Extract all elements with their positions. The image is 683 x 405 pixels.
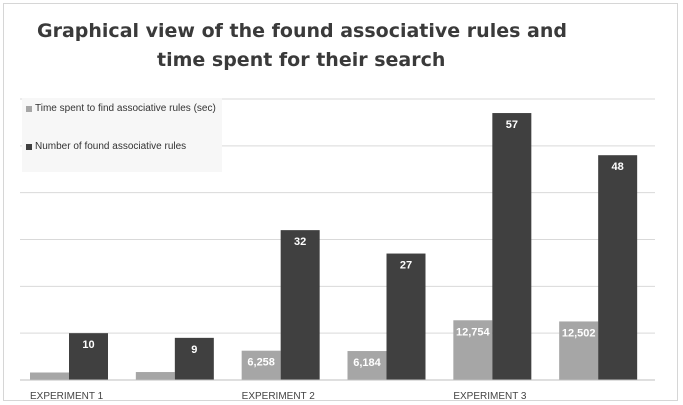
- chart-title-line-2: time spent for their search: [157, 49, 446, 71]
- data-label: 27: [400, 260, 412, 272]
- legend-label-rules: Number of found associative rules: [35, 141, 187, 152]
- bar-time: [453, 320, 493, 380]
- bar-time: [241, 350, 281, 380]
- bar-rules: [280, 230, 320, 380]
- data-label: 12,754: [456, 326, 491, 338]
- legend-label-time: Time spent to find associative rules (se…: [35, 103, 216, 114]
- legend-swatch-rules: [26, 144, 32, 150]
- data-label: 12,502: [562, 327, 596, 339]
- bar-time: [559, 321, 599, 380]
- x-tick-label: EXPERIMENT 1: [30, 391, 104, 402]
- bar-rules: [598, 155, 638, 380]
- chart-title-line-1: Graphical view of the found associative …: [37, 20, 567, 42]
- x-tick-label: EXPERIMENT 3: [453, 391, 527, 402]
- bar-time: [30, 372, 69, 380]
- bar-rules: [174, 337, 214, 380]
- bar-rules: [386, 253, 426, 380]
- bar-time: [135, 372, 175, 380]
- data-label: 10: [82, 339, 94, 351]
- legend-swatch-time: [26, 106, 32, 112]
- data-label: 9: [191, 344, 197, 356]
- data-label: 32: [294, 236, 306, 248]
- x-tick-label: EXPERIMENT 2: [242, 391, 316, 402]
- bar-rules: [492, 113, 532, 381]
- bar-rules: [69, 333, 108, 380]
- data-label: 6,184: [353, 357, 381, 369]
- legend: Time spent to find associative rules (se…: [22, 98, 222, 172]
- data-label: 48: [612, 161, 624, 173]
- data-label: 57: [506, 119, 518, 131]
- data-label: 6,258: [247, 357, 275, 369]
- bar-time: [347, 351, 387, 380]
